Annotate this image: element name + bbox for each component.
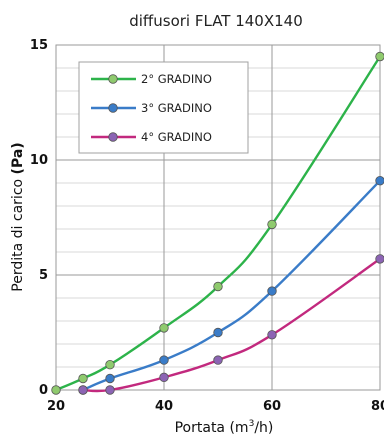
x-tick-label: 20 — [47, 399, 65, 414]
x-tick-label: 80 — [371, 399, 384, 414]
y-tick-label: 10 — [30, 153, 48, 168]
series-4-gradino — [78, 254, 384, 395]
chart-title: diffusori FLAT 140X140 — [129, 12, 303, 30]
legend-label: 3° GRADINO — [141, 101, 212, 115]
y-tick-label: 0 — [39, 383, 48, 398]
data-point — [213, 281, 223, 292]
series-2-gradino — [51, 51, 384, 395]
data-point — [159, 355, 169, 365]
data-point — [105, 360, 115, 370]
data-point — [213, 355, 223, 365]
series-line — [82, 179, 381, 392]
data-point — [105, 373, 115, 384]
x-tick-label: 60 — [263, 399, 281, 414]
data-point — [78, 373, 88, 384]
data-point — [159, 372, 169, 383]
data-point — [375, 176, 384, 186]
data-point — [159, 323, 169, 333]
legend: 2° GRADINO 3° GRADINO 4° GRADINO — [78, 61, 249, 154]
data-point — [267, 219, 277, 230]
legend-label: 4° GRADINO — [141, 130, 212, 144]
data-point — [267, 330, 277, 340]
data-point — [375, 51, 384, 62]
y-axis-ticks: 0 5 10 15 — [30, 38, 48, 398]
data-point — [51, 385, 61, 395]
x-axis-label: Portata (m3/h) — [175, 419, 274, 436]
legend-label: 2° GRADINO — [141, 72, 212, 86]
x-tick-label: 40 — [155, 399, 173, 414]
series-3-gradino — [78, 176, 384, 395]
y-tick-label: 5 — [39, 268, 48, 283]
legend-marker — [108, 103, 118, 113]
y-tick-label: 15 — [30, 38, 48, 53]
plot-area — [55, 44, 381, 391]
data-point — [78, 385, 88, 395]
y-axis-label: Perdita di carico (Pa) — [10, 142, 26, 291]
data-point — [105, 385, 115, 395]
legend-marker — [108, 74, 118, 84]
data-point — [213, 327, 223, 338]
x-axis-ticks: 20 40 60 80 — [47, 399, 384, 414]
data-point — [267, 286, 277, 296]
legend-marker — [108, 132, 118, 142]
data-point — [375, 254, 384, 264]
series-layer — [51, 51, 384, 395]
